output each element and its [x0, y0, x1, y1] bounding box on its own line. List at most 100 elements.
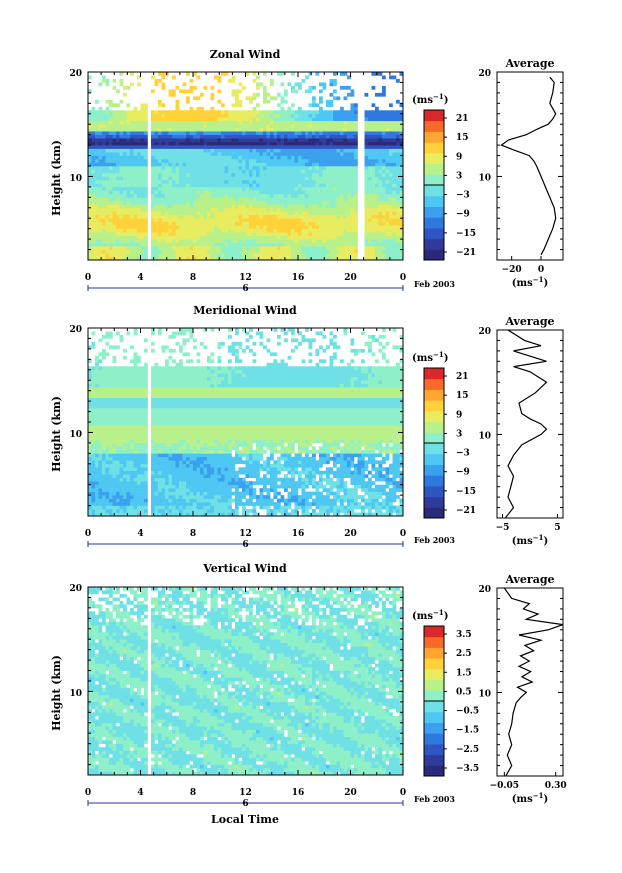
heat-cell: [98, 179, 103, 184]
heat-cell: [319, 106, 323, 111]
heat-cell: [266, 172, 271, 177]
heat-cell: [284, 249, 288, 254]
heat-cell: [315, 239, 320, 243]
heat-cell: [130, 162, 134, 167]
heat-cell: [298, 113, 302, 118]
profile-y-tick-label: 20: [478, 69, 491, 79]
heat-cell: [133, 207, 138, 212]
heat-cell: [130, 127, 134, 132]
heat-cell: [140, 415, 145, 419]
heat-cell: [105, 159, 110, 163]
heat-cell: [109, 117, 113, 122]
heat-cell: [133, 172, 138, 177]
heat-cell: [140, 435, 145, 440]
heat-cell: [224, 152, 229, 156]
heat-cell: [98, 502, 103, 506]
heat-cell: [130, 134, 134, 139]
heat-cell: [273, 134, 278, 139]
heat-cell: [88, 512, 92, 517]
heat-cell: [161, 127, 166, 132]
heat-cell: [266, 159, 271, 163]
heat-cell: [102, 422, 106, 426]
heat-cell: [172, 141, 176, 146]
heat-cell: [109, 183, 113, 188]
heat-cell: [119, 186, 124, 191]
heat-cell: [396, 197, 400, 202]
heat-cell: [396, 148, 400, 153]
heat-cell: [396, 225, 400, 229]
heat-cell: [116, 481, 120, 485]
heat-cell: [91, 411, 96, 416]
heat-cell: [130, 197, 134, 202]
heat-cell: [102, 512, 106, 517]
heat-cell: [91, 467, 96, 472]
heat-cell: [102, 207, 106, 212]
heat-cell: [392, 75, 397, 80]
heat-cell: [322, 218, 327, 222]
heat-cell: [235, 197, 239, 202]
heat-cell: [133, 387, 138, 391]
heat-cell: [305, 113, 309, 118]
heat-cell: [336, 124, 341, 128]
heat-cell: [301, 124, 306, 128]
heat-cell: [329, 169, 334, 174]
heat-cell: [203, 134, 208, 139]
heat-cell: [168, 120, 173, 125]
heat-cell: [336, 200, 341, 205]
heat-cell: [326, 253, 330, 257]
heat-cell: [249, 169, 253, 174]
heat-cell: [263, 110, 267, 115]
heat-cell: [119, 162, 124, 167]
heat-cell: [238, 138, 243, 142]
heat-cell: [126, 131, 131, 135]
heat-cell: [256, 214, 260, 219]
heat-cell: [126, 127, 131, 132]
heat-cell: [301, 207, 306, 212]
heat-cell: [182, 235, 187, 240]
heat-cell: [207, 190, 211, 195]
heat-cell: [203, 204, 208, 209]
heat-cell: [137, 453, 141, 458]
heat-cell: [105, 232, 110, 236]
heat-cell: [238, 120, 243, 125]
heat-cell: [224, 249, 229, 254]
heat-cell: [326, 103, 330, 108]
heat-cell: [126, 484, 131, 489]
heat-cell: [102, 373, 106, 378]
heat-cell: [389, 183, 393, 188]
heat-cell: [259, 197, 264, 202]
heat-cell: [154, 460, 159, 465]
heat-cell: [266, 232, 271, 236]
heat-cell: [137, 246, 141, 250]
heat-cell: [91, 432, 96, 437]
heat-cell: [396, 113, 400, 118]
heat-cell: [277, 152, 281, 156]
heat-cell: [109, 408, 113, 412]
heat-cell: [200, 166, 204, 170]
heat-cell: [347, 166, 351, 170]
heat-cell: [347, 134, 351, 139]
heat-cell: [319, 253, 323, 257]
heat-cell: [336, 148, 341, 153]
heat-cell: [231, 211, 236, 216]
heat-cell: [91, 453, 96, 458]
heat-cell: [137, 113, 141, 118]
heat-cell: [116, 397, 120, 402]
heat-cell: [165, 159, 169, 163]
heat-cell: [312, 138, 316, 142]
heat-cell: [291, 124, 295, 128]
heat-cell: [130, 481, 134, 485]
heat-cell: [389, 176, 393, 181]
heat-cell: [375, 169, 379, 174]
heat-cell: [256, 82, 260, 87]
heat-cell: [172, 239, 176, 243]
heat-cell: [123, 221, 127, 226]
heat-cell: [168, 179, 173, 184]
heat-cell: [238, 235, 243, 240]
heat-cell: [389, 127, 393, 132]
heat-cell: [392, 221, 397, 226]
heat-cell: [151, 366, 155, 371]
heat-cell: [88, 166, 92, 170]
heat-cell: [144, 211, 148, 216]
heat-cell: [287, 82, 292, 87]
